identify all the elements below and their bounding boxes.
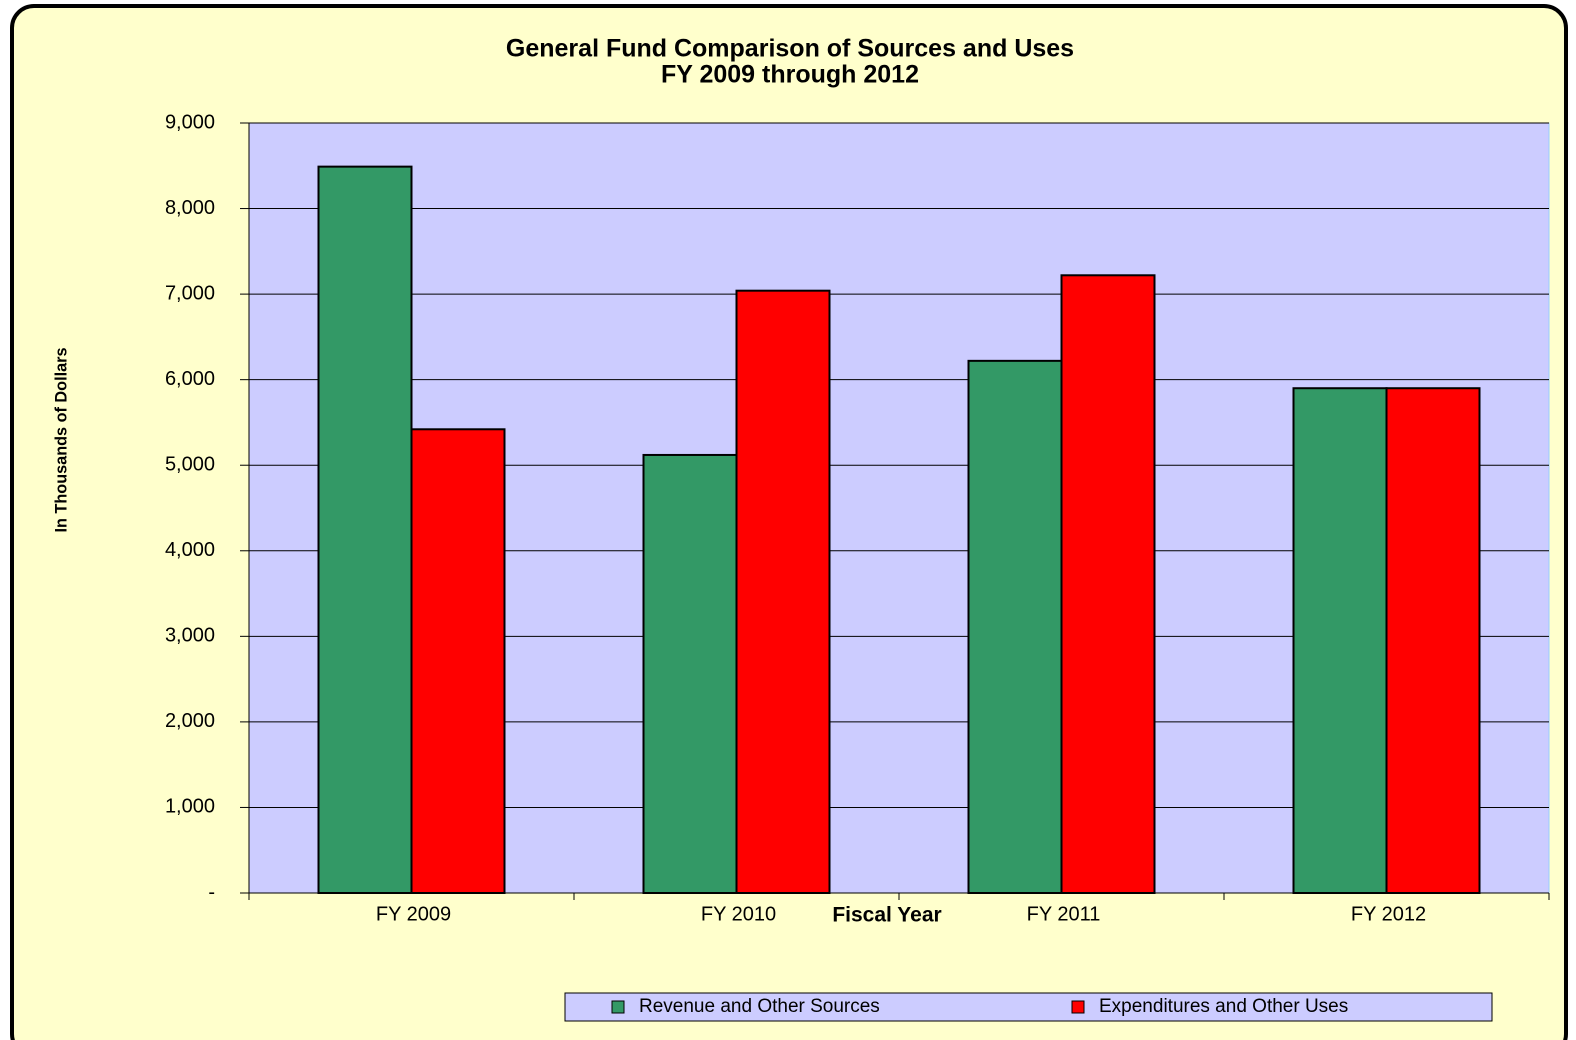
bar — [1060, 274, 1156, 894]
bar — [642, 453, 738, 894]
y-axis-title: In Thousands of Dollars — [51, 348, 70, 533]
chart-subtitle: FY 2009 through 2012 — [661, 61, 919, 89]
bar — [967, 359, 1063, 895]
bar — [317, 165, 413, 894]
bar — [410, 428, 506, 894]
y-tick-label: 1,000 — [165, 796, 215, 818]
bar — [1385, 387, 1481, 894]
x-axis-title: Fiscal Year — [832, 904, 941, 927]
y-tick-label: 8,000 — [165, 197, 215, 219]
chart-title: General Fund Comparison of Sources and U… — [506, 35, 1074, 63]
bar — [735, 289, 831, 894]
y-tick-label: 4,000 — [165, 539, 215, 561]
x-tick-label: FY 2010 — [701, 903, 776, 925]
y-tick-label: - — [208, 881, 215, 903]
y-tick-label: 3,000 — [165, 625, 215, 647]
legend-label: Revenue and Other Sources — [639, 996, 880, 1017]
x-tick-label: FY 2011 — [1027, 903, 1101, 925]
y-tick-label: 2,000 — [165, 710, 215, 732]
x-tick-label: FY 2012 — [1351, 903, 1426, 925]
legend-swatch — [611, 1000, 625, 1014]
bar — [1292, 387, 1388, 894]
legend — [564, 992, 1493, 1022]
legend-label: Expenditures and Other Uses — [1099, 996, 1348, 1017]
y-tick-label: 6,000 — [165, 368, 215, 390]
x-tick-label: FY 2009 — [376, 903, 451, 925]
y-tick-label: 9,000 — [165, 111, 215, 133]
y-tick-label: 7,000 — [165, 282, 215, 304]
legend-swatch — [1071, 1000, 1085, 1014]
y-tick-label: 5,000 — [165, 454, 215, 476]
